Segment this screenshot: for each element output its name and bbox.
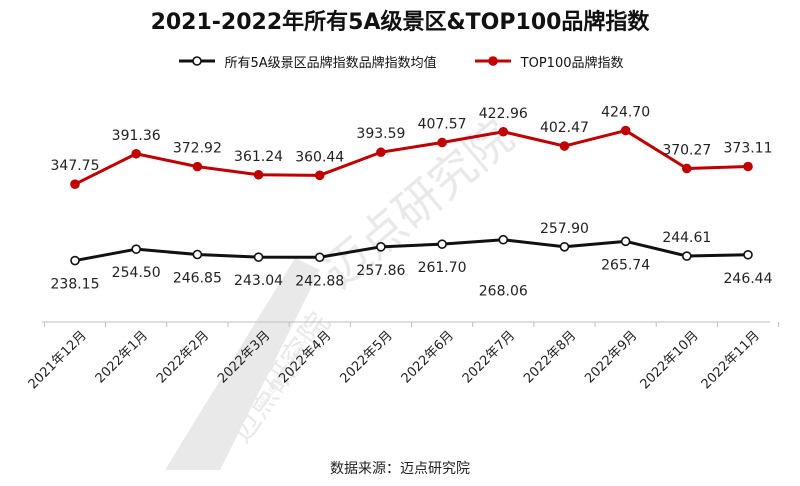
data-point [743,161,753,172]
data-point [437,137,447,148]
data-point [253,252,264,262]
data-label: 372.92 [173,141,222,157]
x-tick-label: 2022年9月 [582,328,640,386]
data-label: 244.61 [662,230,711,246]
legend-label-top: TOP100品牌指数 [520,55,624,71]
data-label: 257.90 [540,221,589,237]
data-point [314,252,325,263]
data-label: 361.24 [234,149,283,165]
data-point [498,234,509,245]
data-point [559,241,570,252]
data-point [131,148,141,159]
data-label: 422.96 [479,106,528,122]
series-line [74,129,749,186]
x-tick-labels: 2021年12月 2022年1月 2022年2月 2022年3月 2022年4月 2022… [26,328,763,392]
data-label: 407.57 [418,116,467,132]
data-point [682,163,692,174]
data-label: 246.85 [173,270,222,286]
data-label: 347.75 [51,158,100,174]
legend-label-avg: 所有5A级景区品牌指数品牌指数均值 [224,55,437,71]
x-tick-label: 2022年2月 [154,328,212,386]
x-tick-label: 2022年5月 [338,328,396,386]
legend-marker-avg [178,56,215,66]
data-label: 360.44 [295,149,344,165]
data-label: 238.15 [51,277,100,293]
data-point [559,141,570,151]
data-point [70,179,80,189]
data-point [131,244,141,254]
data-label: 393.59 [356,126,405,142]
legend-marker-top [474,56,511,66]
data-label: 391.36 [112,128,161,144]
data-label: 268.06 [479,284,528,300]
series-line [74,238,749,263]
legend-item-top: TOP100品牌指数 [473,52,624,71]
data-point [70,255,80,266]
watermark-shape [165,258,320,470]
chart-legend: 所有5A级景区品牌指数品牌指数均值 TOP100品牌指数 [0,50,800,72]
data-labels: 238.15 254.50 246.85 243.04 242.88 257.86 261.… [51,105,773,300]
series-lines [74,129,749,263]
x-tick-label: 2022年6月 [399,328,457,386]
data-points [70,125,753,266]
data-label: 257.86 [356,263,405,279]
data-source: 数据来源：迈点研究院 [330,461,470,477]
data-point [620,125,631,136]
data-label: 424.70 [601,105,650,121]
x-tick-label: 2022年11月 [699,328,763,392]
data-label: 370.27 [662,142,711,158]
x-tick-label: 2022年7月 [460,328,518,386]
data-point [743,249,753,260]
data-label: 402.47 [540,120,589,136]
data-label: 243.04 [234,273,283,289]
data-label: 373.11 [724,140,773,156]
x-tick-label: 2021年12月 [26,328,90,392]
x-tick-label: 2022年1月 [93,328,151,386]
data-label: 254.50 [112,265,161,281]
x-tick-label: 2022年10月 [638,328,702,392]
data-point [376,242,386,252]
data-point [192,161,203,172]
data-point [437,239,447,249]
data-point [498,126,509,137]
legend-item-avg: 所有5A级景区品牌指数品牌指数均值 [177,52,437,71]
data-label: 246.44 [724,271,773,287]
data-point [314,170,325,181]
data-point [376,147,386,158]
x-tick-label: 2022年8月 [521,328,579,386]
chart-title: 2021-2022年所有5A级景区&TOP100品牌指数 [150,10,650,35]
data-point [253,169,264,180]
data-point [620,236,631,247]
x-axis-ticks [43,322,780,327]
data-label: 261.70 [418,260,467,276]
data-label: 242.88 [295,273,344,289]
data-label: 265.74 [601,257,650,273]
data-point [192,249,203,260]
data-point [682,251,692,261]
